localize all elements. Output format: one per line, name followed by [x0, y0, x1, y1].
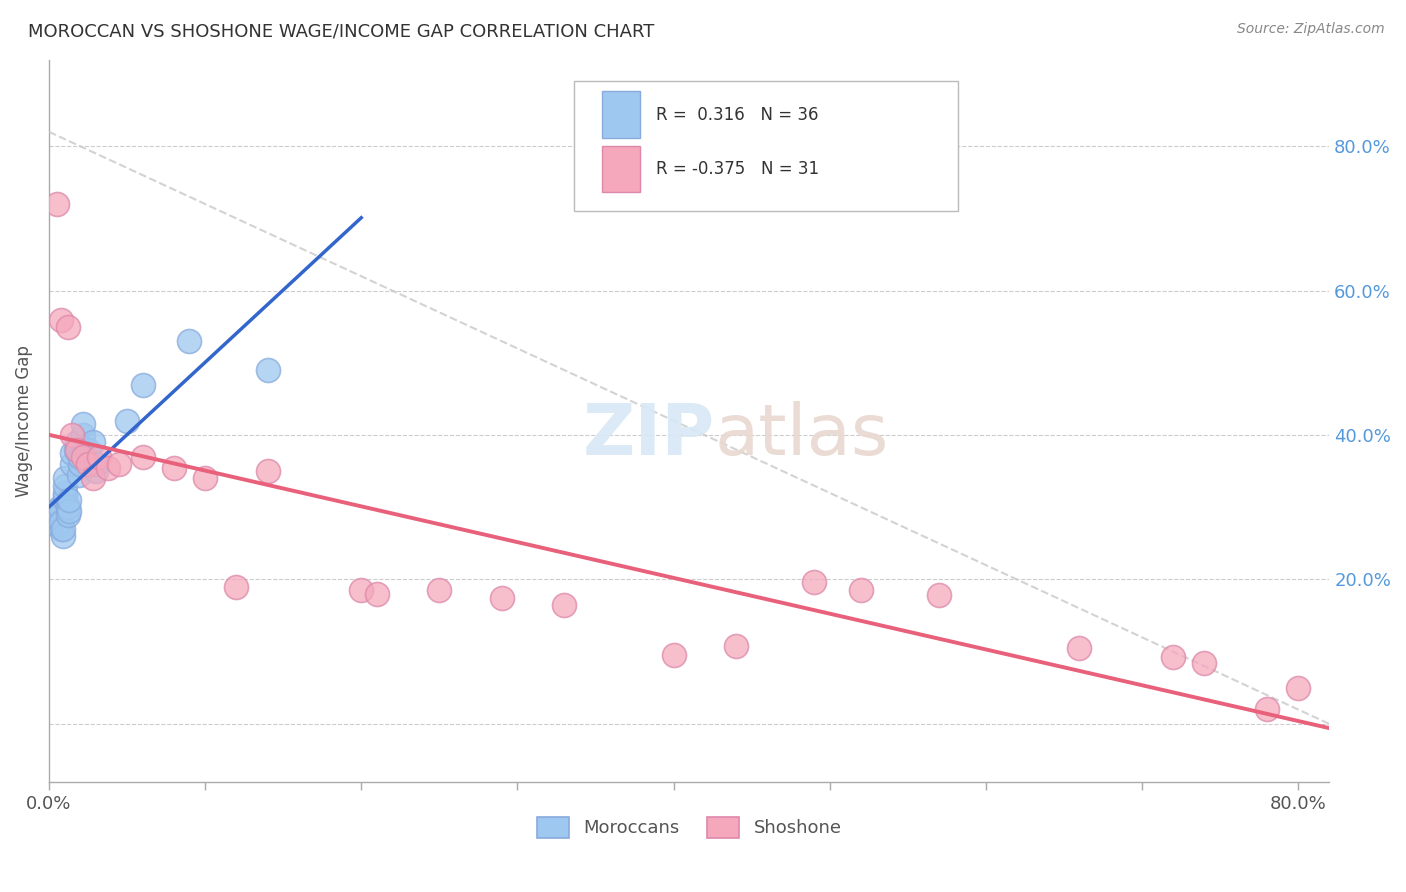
Point — [87, 450, 110, 464]
Point — [49, 515, 72, 529]
Text: ZIP: ZIP — [582, 401, 714, 469]
Point — [45, 511, 67, 525]
Point — [58, 504, 80, 518]
Point — [67, 467, 90, 482]
Point — [194, 471, 217, 485]
Point — [928, 588, 950, 602]
Point — [724, 639, 747, 653]
Point — [72, 450, 94, 464]
Point — [82, 471, 104, 485]
Point — [1256, 702, 1278, 716]
Point — [56, 500, 79, 515]
Point — [58, 493, 80, 508]
Point — [72, 417, 94, 432]
Point — [60, 457, 83, 471]
Point — [82, 435, 104, 450]
Point — [51, 515, 73, 529]
Point — [115, 414, 138, 428]
Point — [45, 504, 67, 518]
Point — [77, 442, 100, 457]
Point — [77, 457, 100, 471]
FancyBboxPatch shape — [574, 81, 957, 211]
Point — [53, 486, 76, 500]
Text: atlas: atlas — [714, 401, 889, 469]
Point — [56, 319, 79, 334]
Legend: Moroccans, Shoshone: Moroccans, Shoshone — [529, 810, 849, 845]
Point — [366, 587, 388, 601]
Point — [53, 490, 76, 504]
Point — [179, 334, 201, 349]
Y-axis label: Wage/Income Gap: Wage/Income Gap — [15, 344, 32, 497]
Point — [84, 457, 107, 471]
Point — [350, 583, 373, 598]
Point — [553, 598, 575, 612]
Point — [225, 580, 247, 594]
Point — [51, 522, 73, 536]
Point — [49, 508, 72, 522]
Text: MOROCCAN VS SHOSHONE WAGE/INCOME GAP CORRELATION CHART: MOROCCAN VS SHOSHONE WAGE/INCOME GAP COR… — [28, 22, 655, 40]
Point — [65, 442, 87, 457]
Point — [52, 529, 75, 543]
Point — [49, 500, 72, 515]
Point — [1194, 656, 1216, 670]
Point — [60, 428, 83, 442]
Point — [491, 591, 513, 605]
Point — [662, 648, 685, 663]
Text: R =  0.316   N = 36: R = 0.316 N = 36 — [655, 105, 818, 124]
Point — [72, 428, 94, 442]
Point — [131, 450, 153, 464]
Point — [108, 457, 131, 471]
Point — [66, 435, 89, 450]
Point — [69, 457, 91, 471]
Point — [131, 377, 153, 392]
Point — [45, 518, 67, 533]
Point — [256, 363, 278, 377]
Point — [56, 508, 79, 522]
Point — [803, 575, 825, 590]
Point — [849, 583, 872, 598]
Point — [45, 197, 67, 211]
Point — [1069, 641, 1091, 656]
Point — [53, 478, 76, 492]
Point — [84, 464, 107, 478]
Point — [427, 583, 450, 598]
Point — [256, 464, 278, 478]
Text: R = -0.375   N = 31: R = -0.375 N = 31 — [655, 160, 818, 178]
Point — [60, 446, 83, 460]
Point — [1286, 681, 1309, 695]
FancyBboxPatch shape — [602, 91, 641, 138]
Point — [1161, 649, 1184, 664]
Point — [97, 460, 120, 475]
Point — [51, 312, 73, 326]
Point — [163, 460, 186, 475]
Point — [53, 471, 76, 485]
Point — [69, 450, 91, 464]
FancyBboxPatch shape — [602, 145, 641, 193]
Point — [52, 522, 75, 536]
Point — [53, 493, 76, 508]
Point — [66, 442, 89, 457]
Text: Source: ZipAtlas.com: Source: ZipAtlas.com — [1237, 22, 1385, 37]
